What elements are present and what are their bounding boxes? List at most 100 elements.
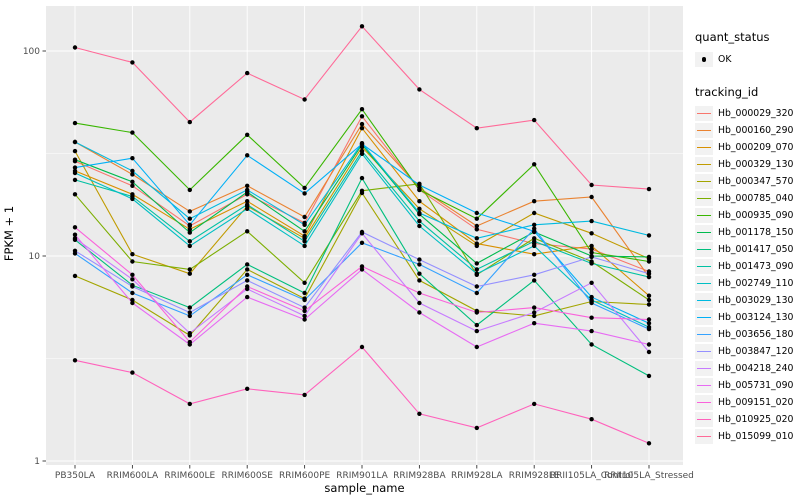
legend-item-label: Hb_000785_040 xyxy=(718,193,794,204)
data-point xyxy=(130,130,135,135)
data-point xyxy=(359,126,365,131)
data-point xyxy=(187,339,192,345)
data-point xyxy=(532,321,537,326)
data-point xyxy=(302,97,307,102)
data-point xyxy=(646,317,652,322)
legend-item-Hb_000160_290: Hb_000160_290 xyxy=(695,122,800,139)
data-point xyxy=(646,342,652,347)
data-point xyxy=(187,267,192,272)
data-point xyxy=(245,267,250,272)
legend-line-swatch xyxy=(697,436,711,437)
data-point xyxy=(359,240,365,245)
data-point xyxy=(532,310,537,315)
data-point xyxy=(130,172,135,177)
data-point xyxy=(302,280,307,285)
legend-line-swatch xyxy=(697,351,711,352)
data-point xyxy=(417,411,422,416)
data-point xyxy=(72,170,78,176)
data-point xyxy=(72,148,78,154)
data-point xyxy=(646,274,652,280)
legend-line-swatch xyxy=(697,419,711,420)
data-point xyxy=(532,162,537,167)
legend-key xyxy=(695,412,713,427)
data-point xyxy=(187,305,192,310)
data-point xyxy=(245,199,250,204)
data-point xyxy=(417,278,422,283)
data-point xyxy=(187,310,192,315)
legend-line-swatch xyxy=(697,249,711,250)
legend-item-Hb_001178_150: Hb_001178_150 xyxy=(695,224,800,241)
data-point xyxy=(245,284,250,289)
data-point xyxy=(72,225,78,230)
data-point xyxy=(417,210,422,216)
data-point xyxy=(130,277,135,282)
data-point xyxy=(417,218,422,224)
legend-item-label: Hb_003029_130 xyxy=(718,295,794,306)
data-point xyxy=(302,222,307,227)
data-point xyxy=(359,141,365,147)
point-marker-icon xyxy=(701,57,707,62)
data-point xyxy=(302,308,307,314)
data-point xyxy=(245,262,250,267)
data-point xyxy=(417,310,422,315)
legend-item-label: Hb_009151_020 xyxy=(718,397,794,408)
legend-item-Hb_015099_010: Hb_015099_010 xyxy=(695,428,800,445)
data-point xyxy=(245,229,250,234)
data-point xyxy=(474,267,479,272)
data-point xyxy=(589,218,594,224)
data-point xyxy=(532,226,537,231)
data-point xyxy=(589,342,594,347)
data-point xyxy=(187,222,192,227)
data-point xyxy=(245,183,250,188)
legend-title-quant-status: quant_status xyxy=(695,30,770,44)
x-tick-label: RRIM928LE xyxy=(509,471,560,481)
data-point xyxy=(187,227,192,232)
legend-item-Hb_000785_040: Hb_000785_040 xyxy=(695,190,800,207)
y-tick-label: 1 xyxy=(34,457,40,467)
legend-tracking-id-items: Hb_000029_320 Hb_000160_290 Hb_000209_070 H… xyxy=(695,105,800,445)
x-tick-label: RRIM901LA xyxy=(336,471,388,481)
legend-item-label: Hb_000029_320 xyxy=(718,108,794,119)
data-point xyxy=(474,425,479,431)
legend-key xyxy=(695,327,713,342)
legend-line-swatch xyxy=(697,215,711,216)
data-point xyxy=(359,231,365,236)
data-point xyxy=(72,358,78,363)
data-point xyxy=(245,132,250,137)
data-point xyxy=(72,45,78,50)
x-tick-label: RRII105LA_Control xyxy=(550,471,633,481)
data-point xyxy=(72,273,78,279)
data-point xyxy=(474,261,479,266)
data-point xyxy=(589,231,594,236)
legend-item-Hb_003124_130: Hb_003124_130 xyxy=(695,309,800,326)
data-point xyxy=(72,232,78,237)
data-point xyxy=(245,386,250,391)
data-point xyxy=(245,294,250,300)
legend-key xyxy=(695,242,713,257)
data-point xyxy=(72,236,78,241)
data-point xyxy=(417,300,422,306)
legend-item-label: Hb_003847_120 xyxy=(718,346,794,357)
data-point xyxy=(589,182,594,188)
data-point xyxy=(130,300,135,306)
data-point xyxy=(302,191,307,196)
data-point xyxy=(532,210,537,216)
data-point xyxy=(474,216,479,221)
data-point xyxy=(532,401,537,407)
data-point xyxy=(245,70,250,76)
legend-line-swatch xyxy=(697,181,711,182)
data-point xyxy=(646,302,652,307)
data-point xyxy=(646,271,652,276)
data-point xyxy=(646,259,652,264)
data-point xyxy=(474,344,479,350)
data-point xyxy=(417,257,422,262)
legend-item-Hb_003029_130: Hb_003029_130 xyxy=(695,292,800,309)
y-tick-label: 10 xyxy=(29,252,41,262)
data-point xyxy=(474,284,479,289)
data-point xyxy=(187,239,192,244)
data-point xyxy=(474,210,479,216)
legend-item-label: Hb_000935_090 xyxy=(718,210,794,221)
data-point xyxy=(130,370,135,375)
x-tick-label: RRIM600SE xyxy=(221,471,273,481)
